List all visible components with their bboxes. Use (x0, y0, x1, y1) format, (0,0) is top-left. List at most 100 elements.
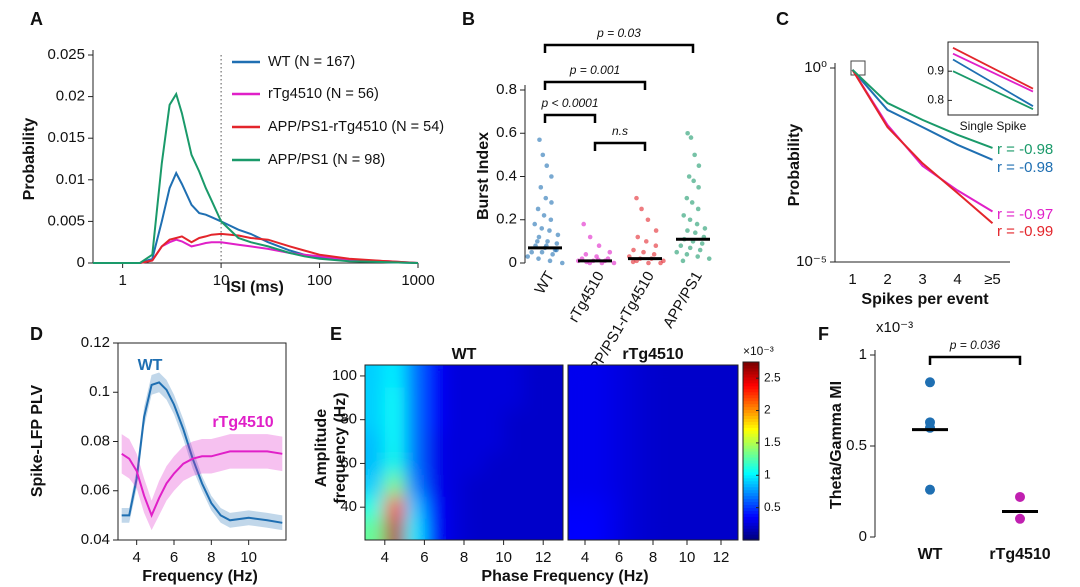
heatmap-cell (602, 408, 620, 432)
x-tick-label: 10 (495, 549, 512, 566)
data-point (581, 221, 586, 227)
y-tick-label: 0.5 (846, 437, 867, 454)
colorbar-step (743, 430, 759, 434)
heatmap-cell (424, 474, 445, 497)
data-point (653, 228, 659, 233)
data-point (536, 234, 542, 240)
data-point (554, 241, 560, 246)
data-point (694, 221, 700, 227)
x-tick-label: 4 (581, 549, 589, 566)
heatmap-cell (483, 452, 505, 475)
heatmap-cell (365, 518, 386, 540)
heatmap-cell (483, 386, 505, 410)
data-point (547, 258, 553, 264)
data-point (695, 206, 701, 212)
heatmap-cell (503, 408, 524, 432)
heatmap-cell (687, 474, 705, 497)
x-tick-label: 12 (713, 549, 730, 566)
heatmap-cell (670, 386, 688, 410)
heatmap-cell (670, 365, 688, 388)
heatmap-cell (464, 518, 485, 540)
data-point (925, 377, 935, 388)
heatmap (365, 365, 563, 540)
colorbar-step (743, 391, 759, 396)
data-point (549, 200, 554, 205)
y-tick-label: 0.01 (56, 171, 85, 188)
heatmap-cell (687, 452, 705, 475)
data-point (596, 243, 602, 248)
data-point (692, 152, 697, 158)
heatmap-cell (503, 365, 524, 388)
heatmap-cell (464, 496, 485, 519)
colorbar-step (743, 385, 759, 390)
heatmap-cell (636, 365, 654, 388)
series-label: rTg4510 (212, 414, 273, 431)
heatmap-cell (619, 496, 637, 519)
data-point (607, 249, 613, 255)
heatmap-cell (444, 518, 465, 540)
heatmap-cell (704, 496, 722, 519)
colorbar-step (743, 507, 759, 511)
inset-label: Single Spike (960, 119, 1027, 133)
significance-label: n.s (612, 124, 628, 138)
heatmap-cell (365, 365, 386, 388)
heatmap-cell (424, 430, 445, 453)
heatmap-cell (704, 386, 722, 410)
y-tick-label: 60 (340, 454, 357, 471)
heatmap-cell (384, 452, 406, 475)
heatmap-cell (704, 474, 722, 497)
colorbar-step (743, 480, 759, 485)
inset-line (952, 58, 1034, 107)
data-point (687, 217, 693, 223)
data-point (543, 195, 549, 201)
significance-bracket (543, 113, 597, 123)
heatmap-cell (721, 452, 738, 475)
significance-label: p = 0.036 (949, 338, 1001, 352)
data-point (539, 249, 545, 255)
heatmap-cell (704, 518, 722, 540)
y-tick-label: 0.04 (81, 531, 110, 548)
heatmap-cell (384, 365, 406, 388)
data-point (639, 206, 644, 212)
heatmap-cell (365, 496, 386, 519)
y-tick-label: 0.1 (89, 383, 110, 400)
heatmap-cell (523, 386, 544, 410)
colorbar-step (743, 415, 759, 419)
heatmap-cell (704, 430, 722, 453)
y-tick-label: 10⁰ (804, 59, 827, 76)
panel-letter: C (776, 9, 789, 29)
data-point (696, 163, 702, 168)
data-point (678, 243, 684, 248)
heatmap-cell (424, 365, 445, 388)
colorbar-step (743, 400, 759, 405)
y-tick-label: 0.8 (496, 81, 517, 98)
y-tick-label: 40 (340, 498, 357, 515)
heatmap-cell (636, 496, 654, 519)
data-point (674, 249, 680, 255)
heatmap-cell (687, 430, 705, 453)
colorbar-step (743, 373, 759, 378)
data-point (559, 260, 565, 266)
heatmap-cell (687, 496, 705, 519)
heatmap-cell (444, 430, 465, 453)
colorbar-step (743, 459, 759, 464)
heatmap (568, 365, 738, 540)
panel-letter: E (330, 324, 342, 344)
heatmap-cell (503, 430, 524, 453)
y-tick-label: 1 (859, 346, 867, 363)
colorbar-step (743, 451, 759, 455)
y-axis-label: Spike-LFP PLV (29, 385, 46, 498)
error-band (121, 434, 283, 531)
colorbar-step (743, 525, 759, 529)
heatmap-cell (503, 496, 524, 519)
data-point (537, 137, 542, 143)
data-point (684, 252, 690, 257)
data-point (680, 258, 686, 264)
heatmap-cell (483, 518, 505, 540)
significance-label: p = 0.001 (569, 63, 620, 77)
heatmap-cell (444, 365, 465, 388)
series-line (121, 381, 283, 524)
x-tick-label: WT (918, 546, 943, 563)
colorbar-step (743, 474, 759, 479)
